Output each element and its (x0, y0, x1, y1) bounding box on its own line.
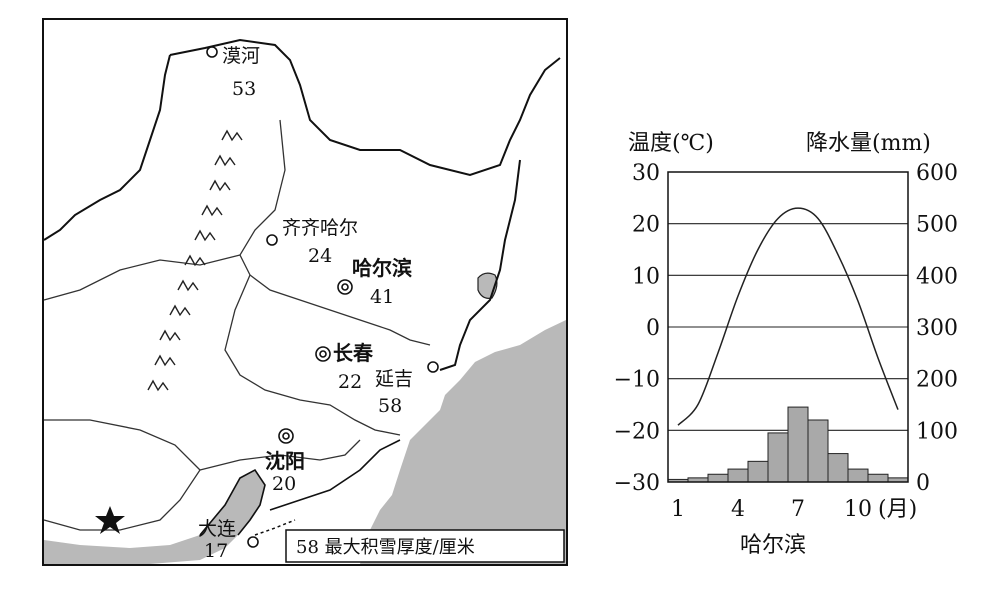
month-tick-label: 4 (731, 497, 745, 522)
city-label-mohe: 漠河 (222, 45, 260, 67)
town-marker-mohe (206, 46, 218, 58)
city-label-harbin: 哈尔滨 (352, 256, 412, 280)
temperature-curve (677, 207, 899, 426)
capital-marker-shenyang (278, 428, 294, 444)
town-marker-yanji (427, 361, 439, 373)
precipitation-tick-label: 600 (916, 161, 958, 186)
month-tick-labels: 1 4 7 10 (671, 497, 872, 522)
snow-depth-yanji: 58 (378, 395, 402, 417)
precipitation-bar (827, 453, 849, 483)
snow-depth-harbin: 41 (370, 286, 394, 308)
precipitation-tick-label: 400 (916, 264, 958, 289)
precipitation-bar (747, 460, 769, 483)
precipitation-bar (767, 432, 789, 483)
temperature-tick-label: 20 (632, 213, 660, 238)
national-border (169, 38, 561, 371)
precipitation-bar (727, 468, 749, 483)
precipitation-tick-label: 500 (916, 213, 958, 238)
town-marker-qiqihar (266, 234, 278, 246)
temperature-tick-label: 10 (632, 264, 660, 289)
city-label-yanji: 延吉 (375, 368, 413, 390)
snow-depth-changchun: 22 (338, 371, 362, 393)
snow-depth-mohe: 53 (232, 78, 256, 100)
legend-box (285, 529, 565, 563)
station-name: 哈尔滨 (740, 533, 806, 558)
coastline (199, 439, 401, 536)
province-border (199, 439, 361, 471)
city-label-changchun: 长春 (333, 341, 374, 365)
month-unit-label: (月) (878, 497, 917, 522)
precipitation-tick-labels: 600 500 400 300 200 100 0 (916, 161, 958, 496)
precipitation-bar (807, 419, 829, 483)
sea-area-east (360, 320, 566, 564)
precipitation-bar (847, 468, 869, 483)
temperature-axis-label: 温度(℃) (628, 131, 714, 156)
month-tick-label: 7 (791, 497, 805, 522)
precipitation-tick-label: 300 (916, 316, 958, 341)
temperature-tick-label: 30 (632, 161, 660, 186)
national-capital-star-icon (95, 506, 125, 534)
precipitation-bars (667, 406, 909, 483)
snow-depth-shenyang: 20 (272, 473, 296, 495)
city-label-qiqihar: 齐齐哈尔 (282, 217, 358, 239)
precipitation-bar (867, 473, 889, 483)
dashed-boundary (254, 519, 296, 536)
town-marker-dalian (247, 536, 259, 548)
legend-text: 58 最大积雪厚度/厘米 (296, 537, 475, 558)
temperature-tick-label: 0 (646, 316, 660, 341)
province-border (43, 419, 201, 531)
precipitation-tick-label: 0 (916, 471, 930, 496)
western-border (43, 54, 171, 241)
temperature-tick-labels: 30 20 10 0 −10 −20 −30 (614, 161, 660, 496)
province-border (224, 274, 401, 436)
temperature-tick-label: −30 (614, 471, 660, 496)
temperature-tick-label: −10 (614, 368, 660, 393)
snow-depth-dalian: 17 (204, 540, 228, 562)
city-label-shenyang: 沈阳 (265, 449, 305, 473)
province-border (239, 119, 431, 346)
precipitation-axis-label: 降水量(mm) (806, 131, 931, 156)
month-tick-label: 10 (844, 497, 872, 522)
precipitation-bar (707, 473, 729, 483)
capital-marker-changchun (315, 346, 331, 362)
precipitation-tick-label: 100 (916, 419, 958, 444)
precipitation-bar (787, 406, 809, 483)
city-label-dalian: 大连 (198, 518, 236, 540)
mountain-range-icons (147, 129, 243, 392)
capital-marker-harbin (337, 279, 353, 295)
month-tick-label: 1 (671, 497, 685, 522)
sea-area-bohai (44, 470, 265, 564)
province-border (43, 254, 241, 301)
northeast-china-map: 漠河 53 齐齐哈尔 24 哈尔滨 41 长春 22 延吉 58 沈阳 20 大… (42, 18, 568, 566)
snow-depth-qiqihar: 24 (308, 245, 332, 267)
plot-frame (667, 171, 909, 483)
precipitation-tick-label: 200 (916, 368, 958, 393)
temperature-tick-label: −20 (614, 419, 660, 444)
